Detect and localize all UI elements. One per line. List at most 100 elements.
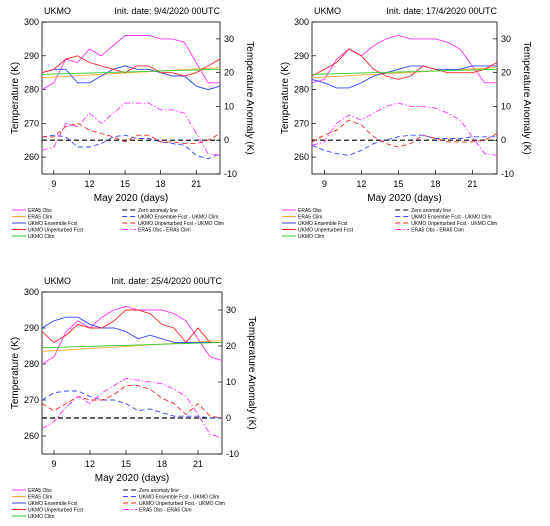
legend-item: UKMO Ensemble Fcst [28, 501, 78, 507]
series-line-era5-obs-era5-clim [41, 377, 223, 439]
y-left-tick-label: 270 [24, 395, 39, 405]
series-line-ukmo-ensemble-fcst [311, 65, 497, 89]
y-left-tick-label: 260 [24, 152, 39, 162]
series-line-ukmo-ensemble-fcst [41, 65, 221, 91]
legend-item: UKMO Ensemble Fcst [28, 221, 78, 227]
legend-item: ERA5 Clim [298, 215, 322, 221]
y-left-axis-label: Temperature (K) [280, 62, 291, 134]
y-left-tick-label: 280 [294, 85, 309, 95]
y-left-tick-label: 260 [294, 152, 309, 162]
legend-item: UKMO Ensemble Fcst [298, 221, 348, 227]
legend-item: ERA5 Obs - ERA5 Clim [138, 228, 191, 234]
model-label: UKMO [44, 276, 71, 286]
y-right-tick-label: 30 [501, 34, 511, 44]
legend-item: UKMO Unperturbed Fcst [28, 508, 84, 514]
x-tick-label: 18 [157, 459, 167, 469]
x-tick-label: 9 [51, 179, 56, 189]
x-tick-label: 15 [120, 179, 130, 189]
y-left-axis-label: Temperature (K) [10, 62, 21, 134]
x-tick-label: 15 [121, 459, 131, 469]
legend-item: UKMO Unperturbed Fcst - UKMO Clim [139, 501, 225, 507]
legend-item: UKMO Unperturbed Fcst [28, 228, 84, 234]
legend-item: Zero anomaly line [411, 208, 451, 214]
x-tick-label: 21 [191, 179, 201, 189]
chart-panel-1: 260 270 280 290 300 -10 0 10 20 30 9 12 15 18 21 UKMO In… [10, 6, 255, 240]
y-left-tick-label: 270 [294, 118, 309, 128]
y-right-tick-label: -10 [226, 449, 239, 459]
series-line-ukmo-unperturbed-fcst [311, 48, 498, 80]
y-right-tick-label: 0 [224, 135, 229, 145]
model-label: UKMO [314, 6, 341, 16]
series-line-ukmo-unperturbed-fcst-ukmo-clim [311, 119, 498, 148]
y-right-tick-label: 30 [226, 305, 236, 315]
x-tick-label: 21 [193, 459, 203, 469]
x-tick-label: 12 [85, 459, 95, 469]
series-line-ukmo-unperturbed-fcst [41, 55, 221, 77]
y-left-tick-label: 280 [24, 85, 39, 95]
y-right-tick-label: 10 [224, 101, 234, 111]
series-line-ukmo-ensemble-fcst-ukmo-clim [311, 134, 497, 156]
x-axis-label: May 2020 (days) [95, 473, 169, 484]
y-left-tick-label: 300 [24, 17, 39, 27]
x-tick-label: 18 [430, 179, 440, 189]
y-right-tick-label: -10 [224, 169, 237, 179]
y-left-tick-label: 300 [294, 17, 309, 27]
y-right-tick-label: 0 [501, 135, 506, 145]
x-axis-label: May 2020 (days) [94, 193, 168, 204]
legend-item: UKMO Clim [28, 514, 54, 520]
chart-panel-2: 260 270 280 290 300 -10 0 10 20 30 9 12 15 18 21 UKMO In… [280, 6, 532, 240]
plot-frame [41, 291, 223, 455]
init-date-label: Init. date: 25/4/2020 00UTC [111, 276, 222, 286]
plot-frame [41, 21, 221, 175]
legend-item: UKMO Unperturbed Fcst - UKMO Clim [411, 221, 497, 227]
y-right-axis-label: Temperature Anomaly (K) [246, 316, 257, 429]
x-tick-label: 9 [322, 179, 327, 189]
y-right-tick-label: 0 [226, 413, 231, 423]
y-right-tick-label: 30 [224, 34, 234, 44]
series-line-ukmo-unperturbed-fcst [41, 309, 222, 344]
y-right-axis-label: Temperature Anomaly (K) [244, 41, 255, 154]
y-right-tick-label: -10 [501, 169, 514, 179]
legend-item: ERA5 Clim [28, 215, 52, 221]
chart-panel-3: 260 270 280 290 300 -10 0 10 20 30 9 12 15 18 21 UKMO In… [10, 276, 257, 520]
series-line-era5-clim [311, 67, 498, 79]
x-tick-label: 12 [84, 179, 94, 189]
y-right-tick-label: 20 [501, 68, 511, 78]
legend-item: UKMO Ensemble Fcst - UKMO Clim [411, 215, 491, 221]
y-left-tick-label: 290 [24, 323, 39, 333]
x-tick-label: 12 [356, 179, 366, 189]
y-right-tick-label: 10 [501, 101, 511, 111]
legend-item: UKMO Unperturbed Fcst - UKMO Clim [138, 221, 224, 227]
legend-item: ERA5 Obs - ERA5 Clim [411, 228, 464, 234]
series-line-ukmo-ensemble-fcst-ukmo-clim [41, 390, 222, 419]
y-right-tick-label: 20 [226, 341, 236, 351]
legend-item: Zero anomaly line [139, 488, 179, 494]
legend-item: ERA5 Obs [28, 488, 52, 494]
series-line-ukmo-ensemble-fcst [41, 316, 222, 343]
legend-item: ERA5 Obs [28, 208, 52, 214]
series-line-era5-obs-era5-clim [41, 102, 221, 156]
series-line-era5-obs [41, 35, 220, 90]
legend-item: ERA5 Obs - ERA5 Clim [139, 508, 192, 514]
x-tick-label: 18 [156, 179, 166, 189]
plot-frame [311, 21, 498, 175]
legend-item: Zero anomaly line [138, 208, 178, 214]
y-left-tick-label: 290 [294, 51, 309, 61]
series-line-era5-obs [41, 305, 223, 365]
series-line-ukmo-unperturbed-fcst-ukmo-clim [42, 122, 221, 145]
series-line-ukmo-clim [311, 68, 498, 75]
x-tick-label: 9 [51, 459, 56, 469]
legend-item: UKMO Unperturbed Fcst [298, 228, 354, 234]
y-left-tick-label: 280 [24, 359, 39, 369]
legend-item: ERA5 Clim [28, 495, 52, 501]
y-right-axis-label: Temperature Anomaly (K) [521, 41, 532, 154]
legend-item: UKMO Clim [298, 234, 324, 240]
init-date-label: Init. date: 17/4/2020 00UTC [386, 6, 497, 16]
x-tick-label: 15 [393, 179, 403, 189]
series-line-ukmo-clim [41, 68, 221, 75]
init-date-label: Init. date: 9/4/2020 00UTC [114, 6, 220, 16]
legend-item: UKMO Clim [28, 234, 54, 240]
y-left-tick-label: 300 [24, 287, 39, 297]
x-tick-label: 21 [467, 179, 477, 189]
model-label: UKMO [44, 6, 71, 16]
